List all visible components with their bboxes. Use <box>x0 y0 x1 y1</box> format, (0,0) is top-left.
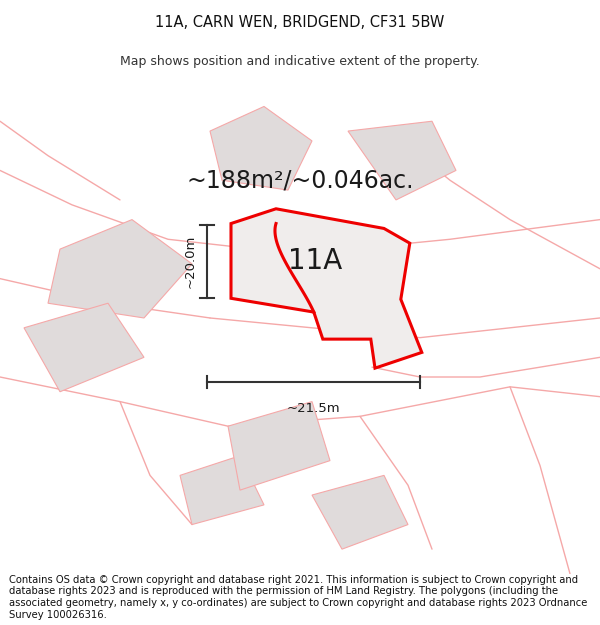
Polygon shape <box>210 106 312 190</box>
Polygon shape <box>24 303 144 392</box>
Polygon shape <box>48 219 192 318</box>
Text: ~188m²/~0.046ac.: ~188m²/~0.046ac. <box>186 168 414 192</box>
Polygon shape <box>348 121 456 200</box>
Polygon shape <box>312 476 408 549</box>
PathPatch shape <box>231 209 422 368</box>
Text: Map shows position and indicative extent of the property.: Map shows position and indicative extent… <box>120 55 480 68</box>
Text: 11A, CARN WEN, BRIDGEND, CF31 5BW: 11A, CARN WEN, BRIDGEND, CF31 5BW <box>155 16 445 31</box>
Polygon shape <box>228 402 330 490</box>
Text: Contains OS data © Crown copyright and database right 2021. This information is : Contains OS data © Crown copyright and d… <box>9 575 587 619</box>
Text: ~20.0m: ~20.0m <box>184 235 197 288</box>
Text: ~21.5m: ~21.5m <box>287 402 340 416</box>
Polygon shape <box>180 456 264 524</box>
Text: 11A: 11A <box>288 248 342 276</box>
